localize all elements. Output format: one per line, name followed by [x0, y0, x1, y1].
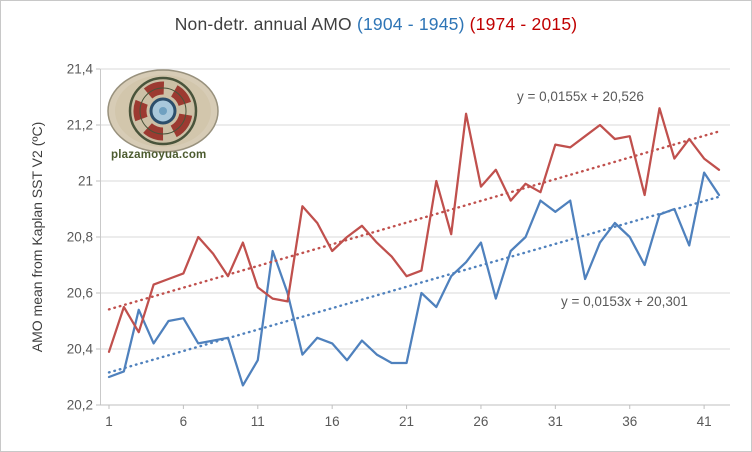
blue-trendline-equation: y = 0,0153x + 20,301 [561, 294, 688, 309]
plazamoyua-logo [105, 67, 221, 155]
y-tick-label: 20,2 [67, 398, 93, 413]
x-tick-label: 31 [548, 414, 563, 429]
x-tick-label: 21 [399, 414, 414, 429]
x-tick-label: 6 [180, 414, 188, 429]
y-tick-label: 20,4 [67, 342, 94, 357]
chart-title-text: Non-detr. annual AMO [174, 14, 357, 34]
y-tick-label: 21,2 [67, 118, 93, 133]
red-trendline-equation: y = 0,0155x + 20,526 [517, 89, 644, 104]
y-tick-label: 21 [78, 174, 93, 189]
trendline-blue [107, 195, 721, 374]
x-tick-label: 26 [473, 414, 488, 429]
trendline-red [107, 130, 721, 311]
series-line-1904-1945 [107, 171, 721, 387]
watermark-text: plazamoyua.com [111, 149, 207, 161]
y-tick-label: 21,4 [67, 62, 94, 77]
chart-title-period-red: (1974 - 2015) [469, 14, 578, 34]
series-line-1974-2015 [107, 107, 721, 353]
chart-title-period-blue: (1904 - 1945) [356, 14, 465, 34]
x-tick-label: 11 [251, 414, 265, 429]
x-tick-label: 1 [105, 414, 113, 429]
x-tick-label: 36 [622, 414, 637, 429]
x-tick-label: 16 [325, 414, 340, 429]
y-tick-label: 20,8 [67, 230, 93, 245]
y-axis-title: AMO mean from Kaplan SST V2 (ºC) [29, 121, 45, 353]
chart-title: Non-detr. annual AMO (1904 - 1945) (1974 … [1, 14, 751, 35]
logo-emblem-icon [107, 69, 219, 153]
y-tick-label: 20,6 [67, 286, 93, 301]
x-tick-label: 41 [697, 414, 712, 429]
